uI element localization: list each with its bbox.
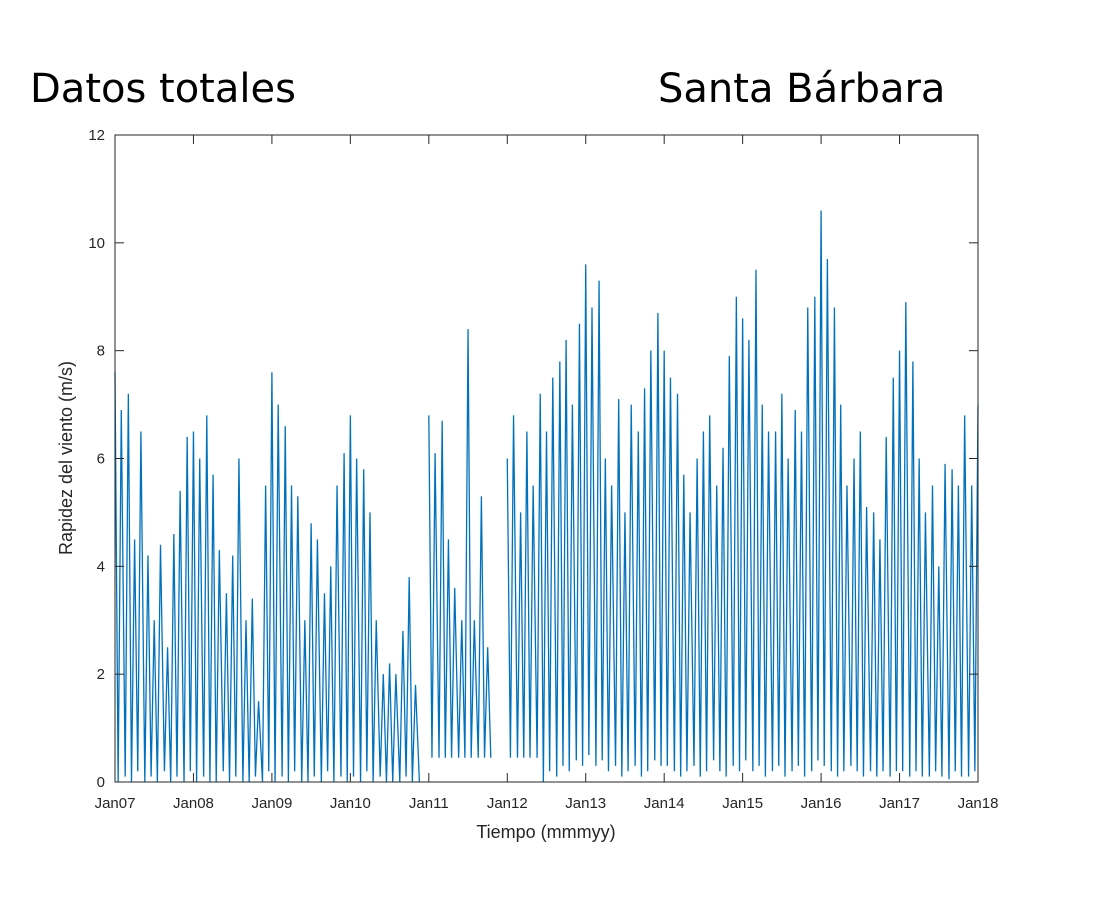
x-tick-label: Jan10 (330, 795, 371, 812)
y-axis-label: Rapidez del viento (m/s) (56, 361, 76, 555)
y-tick-label: 6 (97, 451, 105, 468)
x-tick-label: Jan18 (958, 795, 999, 812)
y-tick-label: 2 (97, 666, 105, 683)
x-tick-label: Jan13 (565, 795, 606, 812)
x-tick-label: Jan14 (644, 795, 685, 812)
x-tick-label: Jan08 (173, 795, 214, 812)
chart-title: Datos totales (30, 66, 296, 112)
x-tick-label: Jan09 (251, 795, 292, 812)
x-tick-label: Jan07 (95, 795, 136, 812)
y-tick-label: 0 (97, 774, 105, 791)
x-tick-label: Jan12 (487, 795, 528, 812)
x-axis-label: Tiempo (mmmyy) (476, 822, 615, 842)
x-tick-label: Jan16 (801, 795, 842, 812)
y-tick-label: 8 (97, 343, 105, 360)
x-tick-label: Jan15 (722, 795, 763, 812)
y-tick-label: 4 (97, 558, 105, 575)
y-tick-label: 10 (88, 235, 105, 252)
y-tick-label: 12 (88, 127, 105, 144)
x-tick-label: Jan17 (879, 795, 920, 812)
chart-subtitle: Santa Bárbara (658, 66, 945, 112)
x-tick-label: Jan11 (409, 795, 449, 812)
data-line (114, 210, 979, 783)
